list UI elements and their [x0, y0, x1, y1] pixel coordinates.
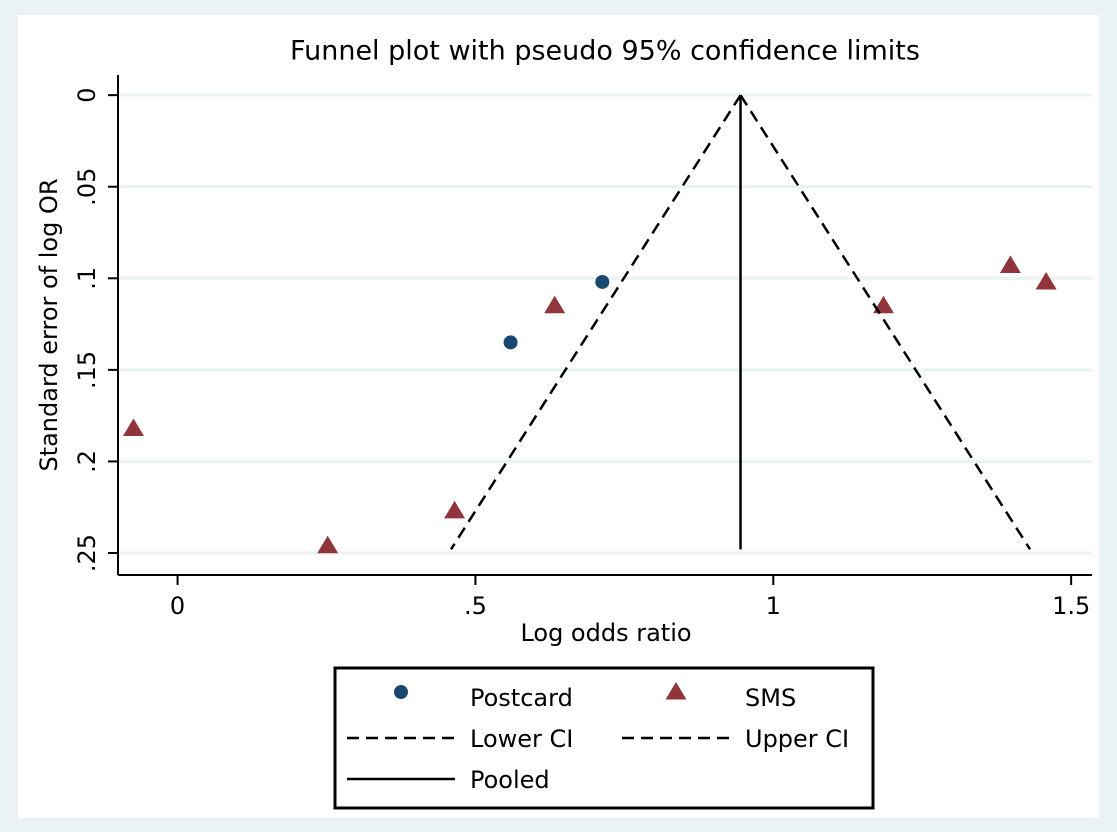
line [739, 94, 1032, 551]
legend-marker [665, 682, 687, 700]
legend-label: Upper CI [745, 725, 849, 753]
legend-marker [394, 685, 408, 699]
x-tick-label: 1 [766, 592, 781, 620]
line [449, 94, 742, 551]
y-tick-label: .25 [73, 534, 101, 572]
legend-label: Lower CI [470, 725, 573, 753]
chart-title: Funnel plot with pseudo 95% confidence l… [290, 36, 920, 67]
x-axis-label: Log odds ratio [520, 619, 691, 647]
point [317, 535, 339, 554]
y-tick-label: .15 [73, 351, 101, 389]
legend-label: SMS [745, 684, 796, 712]
point [595, 274, 610, 289]
point [444, 500, 466, 519]
point [503, 335, 518, 350]
x-tick-label: 0 [170, 592, 185, 620]
x-tick-label: .5 [464, 592, 487, 620]
x-tick-label: 1.5 [1052, 592, 1090, 620]
point [999, 255, 1021, 273]
y-tick-label: .1 [73, 267, 101, 290]
y-tick-label: 0 [73, 88, 101, 103]
legend-label: Postcard [470, 684, 573, 712]
point [122, 418, 144, 436]
point [544, 295, 566, 314]
y-tick-label: .2 [73, 450, 101, 473]
y-tick-label: .05 [73, 168, 101, 206]
legend-label: Pooled [470, 766, 550, 794]
y-axis-label: Standard error of log OR [35, 178, 63, 471]
point [1035, 271, 1057, 290]
